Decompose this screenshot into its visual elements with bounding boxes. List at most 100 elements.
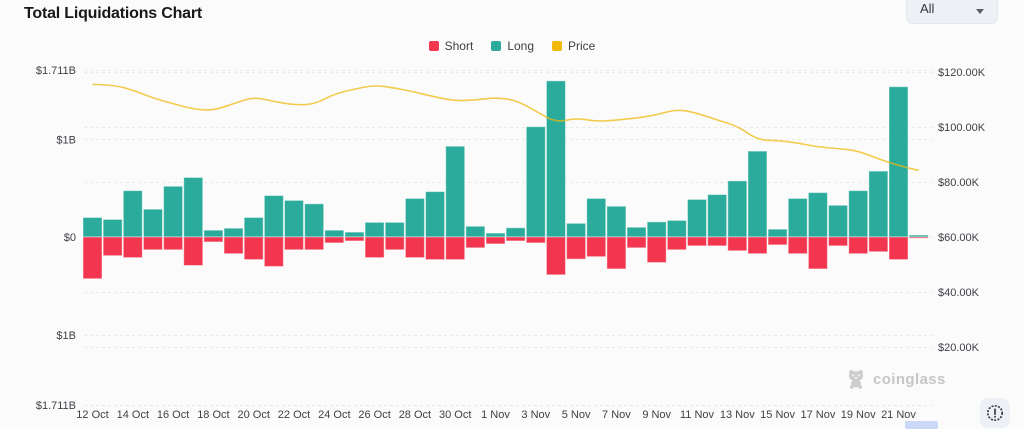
legend-item-long[interactable]: Long (491, 39, 534, 53)
bar-short[interactable] (183, 236, 204, 266)
bar-long[interactable] (324, 229, 345, 238)
bar-short[interactable] (82, 236, 103, 280)
bar-short[interactable] (888, 236, 909, 261)
axis-tick-label: 5 Nov (562, 409, 591, 421)
bar-long[interactable] (707, 194, 728, 238)
bar-short[interactable] (102, 236, 123, 257)
bar-short[interactable] (727, 236, 748, 252)
bar-long[interactable] (687, 198, 707, 238)
bar-short[interactable] (807, 236, 828, 270)
bar-short[interactable] (203, 236, 224, 243)
bar-short[interactable] (525, 236, 546, 244)
bar-short[interactable] (626, 236, 647, 249)
bar-long[interactable] (767, 228, 788, 238)
bar-short[interactable] (606, 236, 627, 270)
bar-short[interactable] (404, 236, 425, 259)
bar-short[interactable] (908, 236, 929, 239)
bar-long[interactable] (465, 225, 486, 238)
bar-long[interactable] (586, 197, 607, 238)
bar-short[interactable] (142, 236, 163, 251)
bar-long[interactable] (525, 126, 546, 238)
bar-long[interactable] (787, 197, 808, 238)
bar-long[interactable] (545, 80, 566, 238)
alert-button[interactable] (980, 398, 1010, 428)
bar-long[interactable] (646, 221, 667, 238)
axis-tick-label: 15 Nov (760, 409, 795, 421)
bar-short[interactable] (425, 236, 446, 261)
bar-short[interactable] (344, 236, 365, 242)
bar-long[interactable] (404, 197, 425, 238)
bar-long[interactable] (263, 195, 284, 238)
bar-long[interactable] (304, 203, 325, 238)
bar-long[interactable] (807, 192, 828, 238)
bar-short[interactable] (223, 236, 244, 255)
bar-short[interactable] (324, 236, 345, 244)
bar-long[interactable] (364, 221, 385, 238)
bar-long[interactable] (485, 232, 506, 238)
bar-long[interactable] (142, 208, 163, 238)
bar-short[interactable] (687, 236, 707, 247)
bar-long[interactable] (163, 185, 184, 238)
bar-short[interactable] (445, 236, 466, 261)
bar-long[interactable] (183, 176, 204, 238)
bar-short[interactable] (566, 236, 587, 260)
bars-short[interactable] (82, 236, 929, 280)
date-scrollbar-fragment[interactable] (905, 421, 938, 429)
bar-long[interactable] (505, 227, 526, 238)
bar-short[interactable] (707, 236, 728, 247)
bar-long[interactable] (606, 205, 627, 238)
bar-short[interactable] (747, 236, 768, 255)
axis-tick-label: 24 Oct (318, 409, 350, 421)
axis-tick-label: 12 Oct (76, 409, 108, 421)
bar-long[interactable] (848, 190, 869, 238)
bar-short[interactable] (666, 236, 687, 251)
bar-short[interactable] (586, 236, 607, 258)
bar-long[interactable] (284, 199, 304, 238)
bar-short[interactable] (505, 236, 526, 242)
bar-short[interactable] (828, 236, 849, 247)
bar-short[interactable] (545, 236, 566, 276)
bar-short[interactable] (284, 236, 304, 251)
bar-long[interactable] (122, 190, 143, 238)
bar-short[interactable] (263, 236, 284, 267)
bar-short[interactable] (485, 236, 506, 245)
bar-long[interactable] (203, 229, 224, 238)
price-swatch-icon (552, 41, 563, 51)
bar-short[interactable] (364, 236, 385, 259)
bar-long[interactable] (566, 222, 587, 238)
bar-long[interactable] (888, 86, 909, 238)
legend-item-price[interactable]: Price (552, 39, 595, 53)
price-line[interactable] (92, 83, 919, 172)
bar-short[interactable] (304, 236, 325, 251)
bar-short[interactable] (243, 236, 264, 261)
bar-long[interactable] (626, 226, 647, 238)
bar-long[interactable] (828, 204, 849, 238)
bar-short[interactable] (122, 236, 143, 259)
bar-short[interactable] (163, 236, 184, 251)
bar-long[interactable] (243, 216, 264, 238)
bar-short[interactable] (646, 236, 667, 264)
bar-short[interactable] (384, 236, 405, 251)
bar-long[interactable] (82, 216, 103, 238)
bar-short[interactable] (868, 236, 889, 253)
axis-tick-label: $1B (56, 134, 76, 146)
bar-long[interactable] (727, 180, 748, 238)
bars-long[interactable] (82, 80, 929, 238)
bar-long[interactable] (666, 219, 687, 238)
bar-short[interactable] (465, 236, 486, 249)
bar-long[interactable] (102, 218, 123, 238)
axis-tick-label: $120.00K (938, 67, 986, 79)
bar-short[interactable] (848, 236, 869, 255)
bar-long[interactable] (445, 145, 466, 238)
bar-long[interactable] (868, 170, 889, 238)
bar-short[interactable] (767, 236, 788, 246)
bar-long[interactable] (747, 150, 768, 238)
bar-long[interactable] (223, 227, 244, 238)
bar-long[interactable] (425, 191, 446, 238)
bar-long[interactable] (384, 221, 405, 238)
legend-item-short[interactable]: Short (428, 39, 473, 53)
bar-short[interactable] (787, 236, 808, 255)
range-select[interactable]: All (906, 0, 998, 24)
bar-long[interactable] (344, 231, 365, 238)
